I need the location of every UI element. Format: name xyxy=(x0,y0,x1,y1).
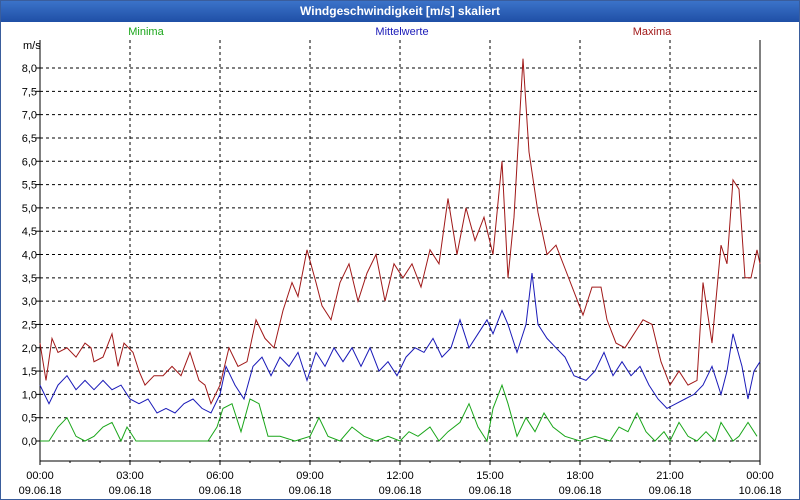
series-line-maxima xyxy=(39,58,761,406)
y-tick-label: 6,0 xyxy=(22,156,37,168)
x-tick-time: 12:00 xyxy=(386,470,414,482)
x-tick-time: 00:00 xyxy=(26,470,54,482)
y-tick-label: 4,5 xyxy=(22,226,37,238)
x-tick-date: 09.06.18 xyxy=(469,485,512,497)
x-tick-date: 09.06.18 xyxy=(109,485,152,497)
x-tick-date: 10.06.18 xyxy=(739,485,782,497)
x-tick-date: 09.06.18 xyxy=(289,485,332,497)
y-tick-label: 4,0 xyxy=(22,250,37,262)
y-tick-label: 5,0 xyxy=(22,203,37,215)
y-tick-label: 1,5 xyxy=(22,366,37,378)
series-line-minima xyxy=(40,383,758,443)
y-tick-label: 1,0 xyxy=(22,389,37,401)
y-tick-label: 3,5 xyxy=(22,273,37,285)
x-tick-time: 09:00 xyxy=(296,470,324,482)
y-tick-label: 7,5 xyxy=(22,86,37,98)
legend-maxima: Maxima xyxy=(633,26,672,38)
y-tick-label: 6,5 xyxy=(22,133,37,145)
chart-title: Windgeschwindigkeit [m/s] skaliert xyxy=(1,1,799,22)
x-tick-time: 15:00 xyxy=(476,470,504,482)
x-tick-time: 03:00 xyxy=(116,470,144,482)
series-line-mittelwerte xyxy=(39,273,761,414)
x-tick-time: 21:00 xyxy=(656,470,684,482)
x-tick-date: 09.06.18 xyxy=(559,485,602,497)
y-tick-label: 7,0 xyxy=(22,110,37,122)
x-tick-date: 09.06.18 xyxy=(379,485,422,497)
y-tick-label: 8,0 xyxy=(22,63,37,75)
x-tick-date: 09.06.18 xyxy=(199,485,242,497)
x-tick-time: 00:00 xyxy=(746,470,774,482)
x-tick-date: 09.06.18 xyxy=(19,485,62,497)
y-tick-label: 0,0 xyxy=(22,436,37,448)
y-axis-unit-label: m/s xyxy=(23,40,41,52)
x-tick-time: 18:00 xyxy=(566,470,594,482)
y-tick-label: 3,0 xyxy=(22,296,37,308)
y-tick-label: 2,0 xyxy=(22,343,37,355)
legend-minima: Minima xyxy=(128,26,164,38)
legend-mittelwerte: Mittelwerte xyxy=(375,26,428,38)
y-tick-label: 0,5 xyxy=(22,413,37,425)
y-tick-label: 5,5 xyxy=(22,180,37,192)
x-tick-time: 06:00 xyxy=(206,470,234,482)
y-tick-label: 2,5 xyxy=(22,319,37,331)
x-tick-date: 09.06.18 xyxy=(649,485,692,497)
